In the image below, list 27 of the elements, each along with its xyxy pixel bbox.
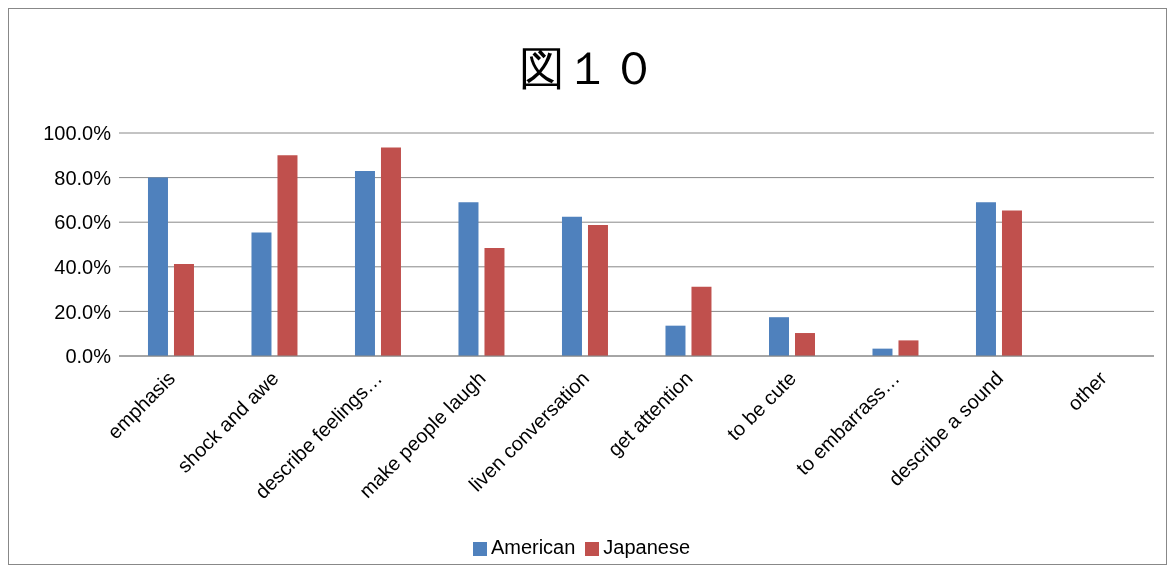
legend-label: Japanese — [603, 536, 691, 558]
y-tick-label: 40.0% — [54, 255, 112, 278]
bar — [561, 216, 582, 356]
chart-title: 図１０ — [517, 40, 658, 97]
y-tick-label: 60.0% — [54, 211, 112, 234]
y-tick-label: 100.0% — [43, 122, 112, 145]
bar — [665, 325, 686, 356]
y-tick-label: 80.0% — [54, 166, 112, 189]
bar — [691, 286, 712, 356]
bar — [1001, 210, 1022, 356]
bar — [484, 248, 505, 356]
x-tick-label: to be cute — [722, 366, 801, 445]
bar — [251, 232, 272, 356]
y-tick-label: 0.0% — [65, 345, 112, 368]
bar — [380, 147, 401, 356]
bar — [898, 340, 919, 356]
legend-label: American — [490, 536, 576, 558]
bar — [768, 317, 789, 356]
bar — [277, 155, 298, 356]
bar — [458, 202, 479, 356]
y-tick-label: 20.0% — [54, 300, 112, 323]
bar — [587, 225, 608, 356]
bar — [147, 177, 168, 356]
bar — [173, 263, 194, 356]
bar — [354, 170, 375, 356]
bar — [794, 333, 815, 356]
bar — [975, 202, 996, 356]
